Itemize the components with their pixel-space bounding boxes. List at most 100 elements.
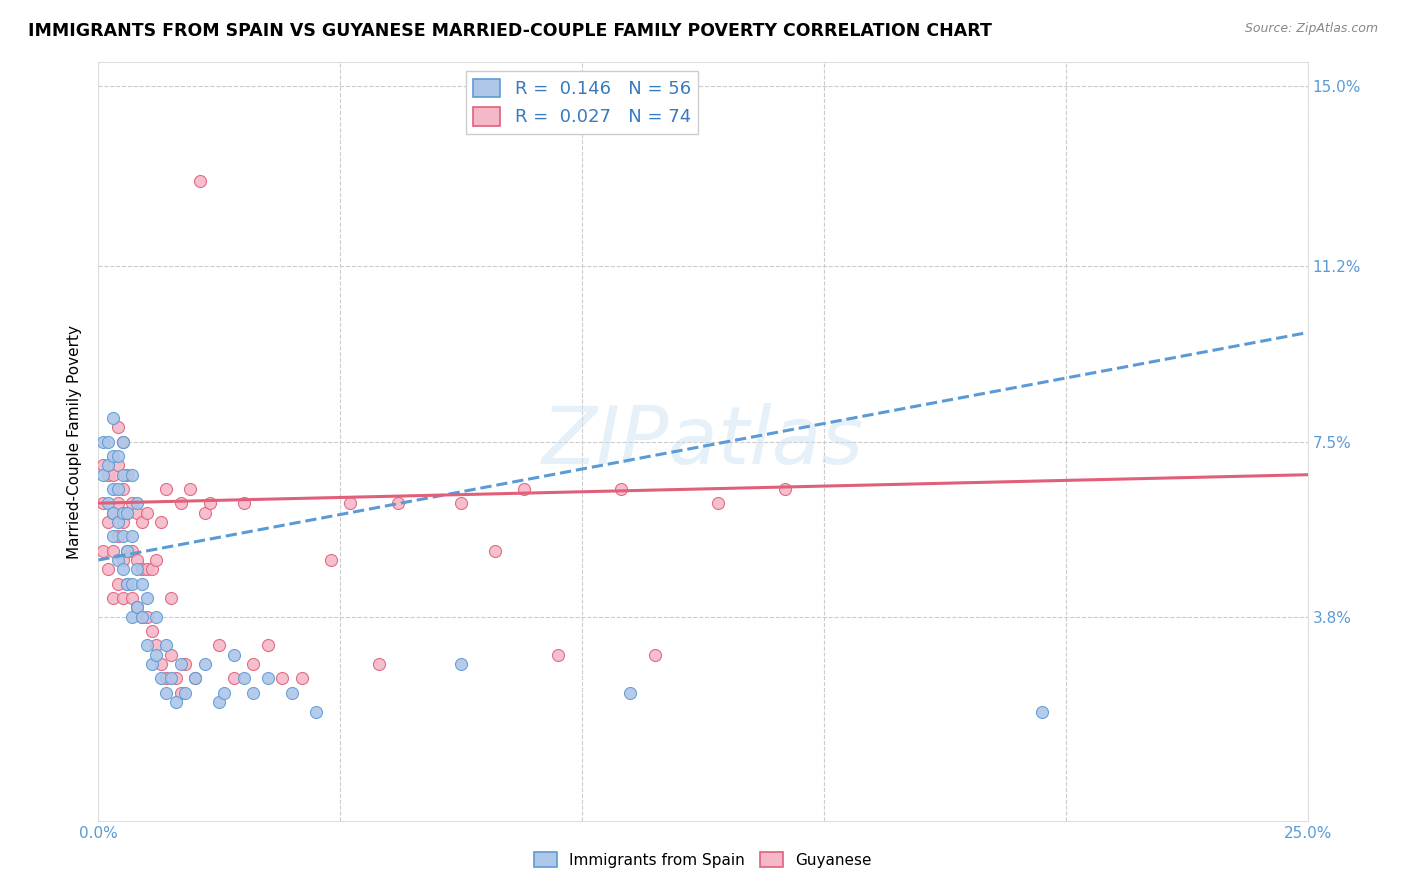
Point — [131, 562, 153, 576]
Point — [150, 515, 173, 529]
Point — [131, 610, 153, 624]
Point — [121, 467, 143, 482]
Point — [117, 506, 139, 520]
Point — [121, 529, 143, 543]
Point — [290, 672, 312, 686]
Point — [141, 657, 163, 672]
Point — [232, 672, 254, 686]
Point — [97, 515, 120, 529]
Point — [368, 657, 391, 672]
Point — [222, 648, 245, 662]
Point — [610, 482, 633, 496]
Point — [450, 657, 472, 672]
Point — [101, 506, 124, 520]
Point — [706, 496, 728, 510]
Point — [242, 686, 264, 700]
Point — [101, 410, 124, 425]
Point — [101, 529, 124, 543]
Point — [232, 496, 254, 510]
Point — [155, 686, 177, 700]
Point — [194, 506, 217, 520]
Point — [107, 449, 129, 463]
Point — [212, 686, 235, 700]
Point — [107, 420, 129, 434]
Point — [184, 672, 207, 686]
Point — [256, 672, 278, 686]
Point — [141, 562, 163, 576]
Point — [160, 591, 183, 605]
Point — [117, 576, 139, 591]
Point — [141, 624, 163, 639]
Point — [619, 686, 641, 700]
Point — [97, 434, 120, 449]
Text: IMMIGRANTS FROM SPAIN VS GUYANESE MARRIED-COUPLE FAMILY POVERTY CORRELATION CHAR: IMMIGRANTS FROM SPAIN VS GUYANESE MARRIE… — [28, 22, 993, 40]
Point — [222, 672, 245, 686]
Point — [135, 610, 157, 624]
Point — [547, 648, 569, 662]
Point — [513, 482, 536, 496]
Point — [117, 576, 139, 591]
Point — [169, 657, 191, 672]
Point — [145, 553, 167, 567]
Point — [1031, 705, 1053, 719]
Point — [319, 553, 342, 567]
Point — [121, 591, 143, 605]
Point — [127, 600, 149, 615]
Y-axis label: Married-Couple Family Poverty: Married-Couple Family Poverty — [67, 325, 83, 558]
Point — [271, 672, 294, 686]
Point — [117, 467, 139, 482]
Point — [117, 506, 139, 520]
Point — [145, 648, 167, 662]
Point — [339, 496, 361, 510]
Point — [145, 610, 167, 624]
Point — [155, 638, 177, 652]
Point — [127, 562, 149, 576]
Point — [281, 686, 304, 700]
Point — [97, 496, 120, 510]
Point — [198, 496, 221, 510]
Legend: Immigrants from Spain, Guyanese: Immigrants from Spain, Guyanese — [529, 846, 877, 873]
Point — [194, 657, 217, 672]
Point — [169, 686, 191, 700]
Point — [131, 576, 153, 591]
Point — [111, 467, 134, 482]
Point — [111, 434, 134, 449]
Point — [101, 591, 124, 605]
Point — [188, 174, 211, 188]
Point — [150, 672, 173, 686]
Point — [256, 638, 278, 652]
Point — [107, 482, 129, 496]
Point — [242, 657, 264, 672]
Point — [117, 543, 139, 558]
Point — [160, 672, 183, 686]
Point — [101, 543, 124, 558]
Point — [91, 434, 114, 449]
Point — [208, 638, 231, 652]
Point — [174, 686, 197, 700]
Point — [387, 496, 409, 510]
Point — [305, 705, 328, 719]
Point — [101, 449, 124, 463]
Point — [135, 562, 157, 576]
Point — [155, 482, 177, 496]
Point — [101, 467, 124, 482]
Point — [208, 695, 231, 709]
Text: ZIPatlas: ZIPatlas — [541, 402, 865, 481]
Point — [121, 543, 143, 558]
Point — [160, 648, 183, 662]
Point — [121, 576, 143, 591]
Point — [91, 467, 114, 482]
Point — [131, 610, 153, 624]
Point — [111, 506, 134, 520]
Point — [135, 591, 157, 605]
Point — [107, 576, 129, 591]
Point — [97, 467, 120, 482]
Point — [91, 543, 114, 558]
Point — [101, 506, 124, 520]
Point — [135, 506, 157, 520]
Point — [135, 638, 157, 652]
Point — [121, 610, 143, 624]
Point — [773, 482, 796, 496]
Point — [127, 553, 149, 567]
Point — [107, 553, 129, 567]
